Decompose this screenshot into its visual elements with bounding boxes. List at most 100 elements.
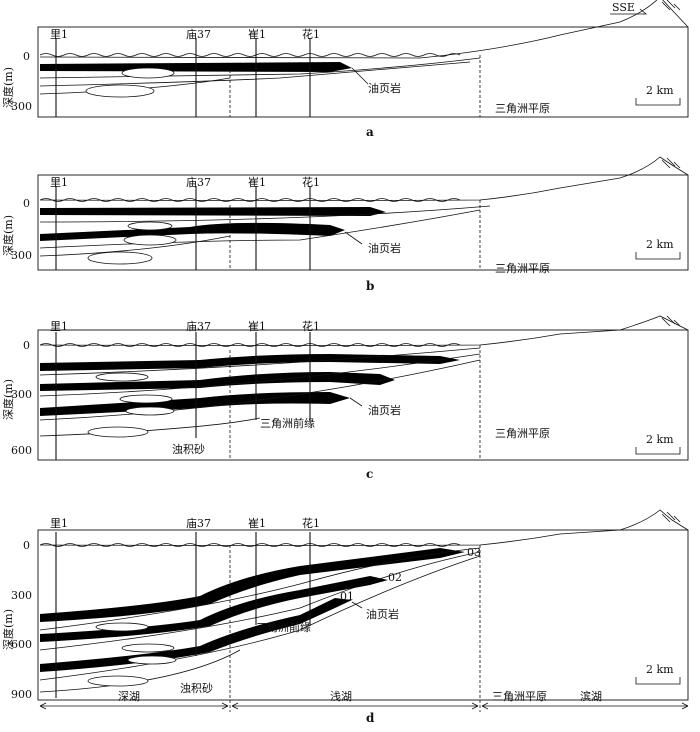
panel-label: a xyxy=(366,125,374,139)
zone-arrow-shallow-lake xyxy=(231,702,479,710)
well-label: 崔1 xyxy=(248,319,266,333)
strata-line xyxy=(39,209,481,249)
well-label: 庙37 xyxy=(186,175,211,189)
well-label: 花1 xyxy=(302,176,320,189)
well-label: 里1 xyxy=(50,320,68,333)
sand-lens xyxy=(123,234,177,246)
strata-line xyxy=(39,57,481,79)
depth-tick: 0 xyxy=(23,539,30,552)
water-surface xyxy=(39,53,461,57)
sand-lens xyxy=(87,251,153,265)
well-label: 里1 xyxy=(50,176,68,189)
sand-lens xyxy=(121,67,175,79)
sand-lens xyxy=(87,426,149,438)
facies-label: 浊积砂 xyxy=(180,682,213,695)
strata-line xyxy=(39,235,231,257)
callout-line xyxy=(349,397,363,407)
scale-bar xyxy=(635,677,681,685)
depth-tick: 0 xyxy=(23,50,30,63)
well-label: 庙37 xyxy=(186,516,211,530)
depth-tick: 600 xyxy=(11,444,32,457)
scale-label: 2 km xyxy=(646,663,674,676)
zone-label: 滨湖 xyxy=(580,689,602,703)
well-label: 里1 xyxy=(50,517,68,530)
scale-label: 2 km xyxy=(646,433,674,446)
strata-line xyxy=(39,205,491,223)
mountain-hatch xyxy=(661,0,681,523)
scale-bar xyxy=(635,447,681,455)
sand-lens xyxy=(127,655,177,665)
facies-label: 三角洲前缘 xyxy=(256,620,311,634)
strata-line xyxy=(39,555,481,681)
panel-b-frame xyxy=(37,174,689,271)
oil-shale-layer xyxy=(40,372,395,391)
panel-c: 里1 庙37 崔1 花1 油页岩 浊积砂 三角洲前缘 三角洲平原 0 300 6… xyxy=(1,315,689,481)
depth-tick: 900 xyxy=(11,688,32,701)
oil-shale-layer-02 xyxy=(40,576,388,642)
land-profile xyxy=(39,315,689,346)
scale-bar xyxy=(635,252,681,260)
shale-number: 03 xyxy=(467,546,481,559)
oil-shale-layer-03 xyxy=(40,548,465,622)
zone-arrow-delta-plain xyxy=(481,702,689,710)
callout-line xyxy=(351,601,363,609)
zone-arrow-deep-lake xyxy=(39,702,229,710)
strata-line xyxy=(39,649,241,693)
strata-line xyxy=(39,61,471,87)
strata-line xyxy=(39,347,481,376)
shale-number: 01 xyxy=(340,590,354,603)
sand-lens xyxy=(95,372,149,382)
water-surface xyxy=(39,543,461,547)
strata-line xyxy=(39,353,481,397)
shale-number: 02 xyxy=(388,571,402,584)
land-profile xyxy=(39,509,689,546)
well-label: 崔1 xyxy=(248,27,266,41)
depth-tick: 300 xyxy=(11,388,32,401)
panel-c-frame xyxy=(37,329,689,461)
zone-label: 深湖 xyxy=(118,690,140,703)
sand-lens xyxy=(121,643,175,653)
strata-line xyxy=(39,359,481,421)
well-label: 庙37 xyxy=(186,319,211,333)
scale-bar xyxy=(635,98,681,106)
well-label: 花1 xyxy=(302,28,320,41)
land-profile xyxy=(39,0,689,59)
oil-shale-layer xyxy=(40,354,460,371)
zone-label: 三角洲平原 xyxy=(492,690,547,703)
zone-label: 浅湖 xyxy=(330,690,352,703)
callout-line xyxy=(344,231,363,245)
facies-label: 三角洲前缘 xyxy=(260,416,315,430)
strata-line xyxy=(39,551,481,651)
scale-label: 2 km xyxy=(646,84,674,97)
panel-label: d xyxy=(366,711,375,725)
panel-d: 里1 庙37 崔1 花1 油页岩 01 02 03 浊积砂 三角洲前缘 0 30… xyxy=(1,509,689,725)
depth-axis-label: 深度(m) xyxy=(1,379,15,420)
depth-tick: 300 xyxy=(11,100,32,113)
panel-label: c xyxy=(366,467,373,481)
water-surface xyxy=(39,343,461,347)
panel-a-frame xyxy=(37,26,689,118)
depth-tick: 0 xyxy=(23,197,30,210)
callout-line xyxy=(351,67,369,85)
panel-a: 里1 庙37 崔1 花1 油页岩 三角洲平原 0 300 深度(m) 2 km … xyxy=(1,0,689,139)
water-surface xyxy=(39,198,461,202)
oil-shale-layer xyxy=(40,222,345,241)
well-label: 花1 xyxy=(302,320,320,333)
well-label: 崔1 xyxy=(248,516,266,530)
sand-lens xyxy=(87,675,149,687)
well-label: 庙37 xyxy=(186,27,211,41)
depth-axis-label: 深度(m) xyxy=(1,67,15,108)
facies-label: 三角洲平原 xyxy=(495,262,550,275)
oil-shale-layer xyxy=(40,207,386,216)
sand-lens xyxy=(119,394,173,404)
well-label: 里1 xyxy=(50,28,68,41)
strata-line xyxy=(39,547,481,631)
land-profile xyxy=(39,156,689,201)
panel-b: 里1 庙37 崔1 花1 油页岩 三角洲平原 0 300 深度(m) 2 km … xyxy=(1,156,689,293)
sand-lens xyxy=(127,221,173,231)
depth-tick: 300 xyxy=(11,249,32,262)
facies-label: 三角洲平原 xyxy=(495,427,550,440)
shale-label: 油页岩 xyxy=(368,241,401,255)
